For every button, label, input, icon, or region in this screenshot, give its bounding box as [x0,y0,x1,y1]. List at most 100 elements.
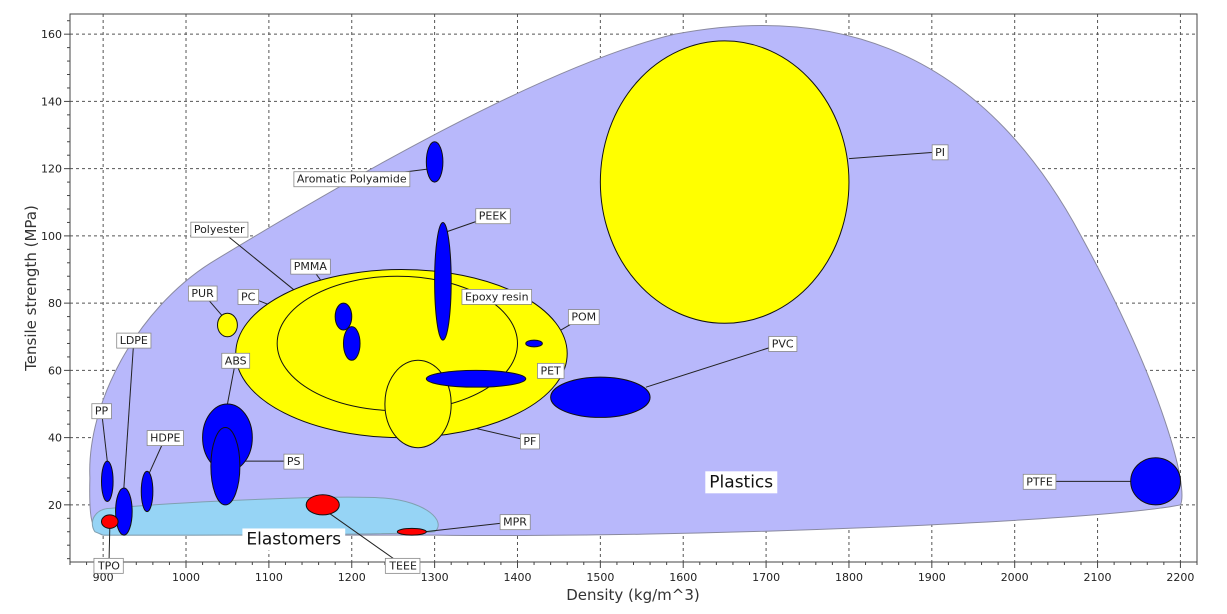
label-tpo: TPO [93,557,124,574]
label-box-pi [931,144,949,161]
label-text-mpr: MPR [503,516,527,529]
label-text-pmma: PMMA [294,260,328,273]
label-text-ldpe: LDPE [120,334,148,347]
label-text-peek: PEEK [479,210,508,223]
label-pom: POM [567,309,600,325]
y-tick-label-40: 40 [48,432,62,445]
x-tick-label-2000: 2000 [1001,571,1029,584]
label-text-epoxy-resin: Epoxy resin [465,290,529,303]
grp-elastomers-box [242,528,346,551]
group-label-elastomers: Elastomers [246,529,341,549]
label-text-pf: PF [523,435,536,448]
bubble-pi [599,40,850,324]
label-ps: PS [283,453,304,470]
label-text-tpo: TPO [97,559,120,572]
bubble-pur [217,312,238,338]
y-axis-title: Tensile strength (MPa) [22,205,40,372]
y-tick-label-60: 60 [48,364,62,377]
label-text-pur: PUR [191,287,214,300]
label-box-abs [221,352,251,369]
label-box-pur [188,285,218,302]
label-box-pvc [768,336,798,352]
bubble-mpr [396,527,427,536]
bubble-pom [525,339,543,348]
bubble-pmma [334,302,353,331]
label-epoxy-resin: Epoxy resin [461,289,533,305]
y-tick-label-100: 100 [41,230,62,243]
label-pp: PP [91,403,112,420]
leader-polyester [218,228,295,291]
y-tick-label-120: 120 [41,163,62,176]
bubble-pc [342,326,361,361]
x-tick-label-1300: 1300 [421,571,449,584]
label-box-ldpe [116,332,152,349]
x-tick-label-1100: 1100 [255,571,283,584]
leader-pp [100,410,108,462]
label-box-hdpe [146,430,184,447]
label-pur: PUR [188,285,218,302]
bubble-pvc [550,376,651,418]
axes: 900 1000 1100 1200 1300 1400 1500 1600 1700 1800 1… [41,13,1198,584]
leader-pi [848,151,941,160]
label-box-ptfe [1022,473,1057,490]
label-hdpe: HDPE [146,430,184,447]
bubble-teee [305,494,340,516]
label-box-epoxy-resin [461,289,533,305]
label-box-teee [384,557,421,574]
label-box-pet [537,362,565,379]
label-box-mpr [499,514,531,531]
label-box-pom [567,309,600,325]
x-tick-label-1900: 1900 [918,571,946,584]
label-teee: TEEE [384,557,421,574]
y-tick-label-20: 20 [48,499,62,512]
x-tick-label-1200: 1200 [338,571,366,584]
material-bubbles [100,40,1181,536]
label-text-teee: TEEE [388,559,417,572]
label-box-pmma [290,258,331,275]
label-pet: PET [537,362,565,379]
material-labels: Epoxy resin Polyester PI PF PUR PEEK Aromatic … [91,144,1057,574]
label-pmma: PMMA [290,258,331,275]
label-text-polyester: Polyester [194,223,245,236]
label-text-pi: PI [935,146,945,159]
label-text-abs: ABS [225,354,247,367]
label-pc: PC [237,289,260,305]
label-ptfe: PTFE [1022,473,1057,490]
x-tick-label-900: 900 [93,571,114,584]
grp-plastics-box [705,471,778,494]
x-tick-label-1700: 1700 [752,571,780,584]
bubble-aromatic-polyamide [425,141,444,183]
label-polyester: Polyester [190,221,249,238]
x-tick-label-1400: 1400 [503,571,531,584]
x-axis-title: Density (kg/m^3) [566,586,699,604]
bubble-ldpe [115,487,133,536]
leader-teee [326,511,400,562]
x-tick-label-1000: 1000 [172,571,200,584]
label-box-pc [237,289,260,305]
x-tick-label-2100: 2100 [1084,571,1112,584]
x-tick-label-1800: 1800 [835,571,863,584]
bubble-peek [434,221,452,341]
label-box-ps [283,453,304,470]
x-tick-label-1500: 1500 [586,571,614,584]
bubble-pet [425,369,527,388]
label-text-pom: POM [571,311,596,324]
label-pf: PF [520,433,540,450]
label-text-aromatic-polyamide: Aromatic Polyamide [297,173,407,186]
bubble-ptfe [1130,457,1181,506]
bubble-hdpe [140,470,154,513]
label-mpr: MPR [499,514,531,531]
label-box-tpo [93,557,124,574]
label-pi: PI [931,144,949,161]
leader-ldpe [123,340,135,489]
label-peek: PEEK [475,208,511,225]
label-text-pp: PP [95,405,109,418]
bubble-tpo [100,514,119,529]
label-text-ptfe: PTFE [1026,475,1053,488]
label-box-pp [91,403,112,420]
label-box-aromatic-polyamide [293,171,411,188]
label-text-pet: PET [540,364,561,377]
y-tick-label-160: 160 [41,28,62,41]
label-text-hdpe: HDPE [150,432,180,445]
